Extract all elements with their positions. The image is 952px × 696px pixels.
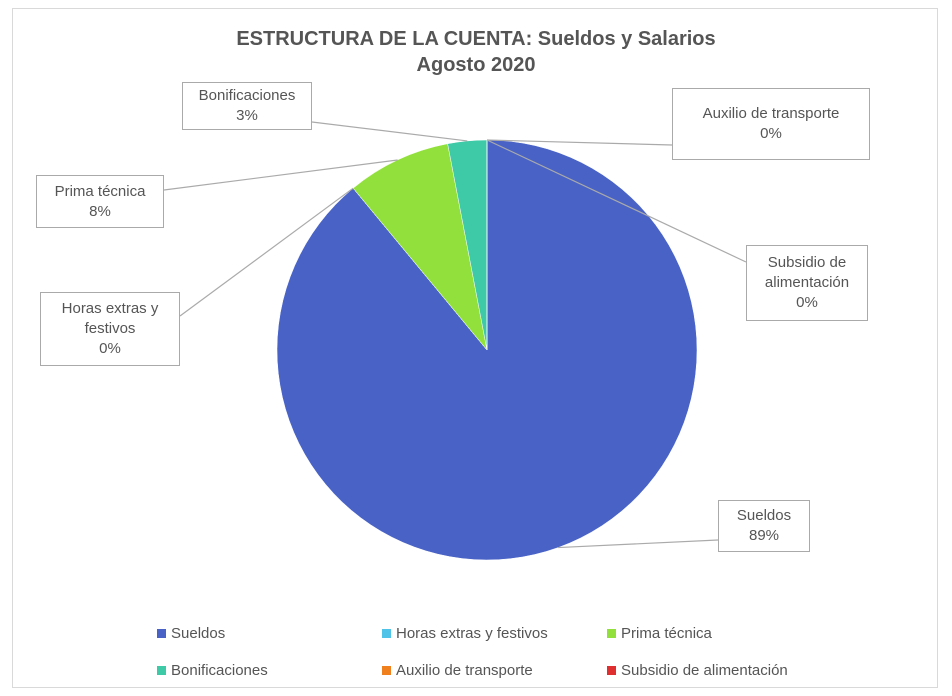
data-label: Horas extras y festivos 0% [40,292,180,366]
label-category: Subsidio de alimentación [764,254,850,291]
label-category: Horas extras y festivos [61,300,159,337]
data-label: Auxilio de transporte 0% [672,88,870,160]
label-category: Auxilio de transporte [702,105,840,122]
legend-swatch [607,629,616,638]
leader-line [486,139,747,263]
legend-swatch [382,629,391,638]
leader-line [179,187,354,317]
label-value: 3% [236,107,258,124]
legend-swatch [157,666,166,675]
legend-item: Sueldos [157,625,225,642]
legend-swatch [607,666,616,675]
legend-item: Bonificaciones [157,662,268,679]
legend-label: Subsidio de alimentación [621,662,788,679]
legend-item: Prima técnica [607,625,712,642]
leader-line [311,121,468,142]
label-value: 0% [760,125,782,142]
label-category: Prima técnica [54,182,146,200]
data-label: Subsidio de alimentación 0% [746,245,868,321]
legend-item: Subsidio de alimentación [607,662,788,679]
chart-frame [12,8,938,688]
leader-line [486,139,673,146]
label-category: Sueldos [736,507,792,524]
data-label: Sueldos 89% [718,500,810,552]
label-value: 8% [89,202,111,220]
legend-item: Auxilio de transporte [382,662,533,679]
label-value: 0% [796,294,818,311]
legend-swatch [382,666,391,675]
legend-label: Horas extras y festivos [396,625,548,642]
legend-label: Sueldos [171,625,226,642]
legend-swatch [157,629,166,638]
chart-subtitle: Agosto 2020 [416,54,536,76]
chart-title: ESTRUCTURA DE LA CUENTA: Sueldos y Salar… [236,28,716,50]
label-value: 89% [748,527,780,544]
label-category: Bonificaciones [198,87,296,104]
leader-line [558,539,719,549]
label-value: 0% [99,340,121,357]
leader-line [163,159,398,191]
legend-label: Prima técnica [621,625,712,642]
legend-label: Bonificaciones [171,662,268,679]
legend-label: Auxilio de transporte [396,662,533,679]
legend-item: Horas extras y festivos [382,625,548,642]
pie-slice [352,143,488,351]
data-label: Prima técnica 8% [36,175,164,228]
data-label: Bonificaciones 3% [182,82,312,130]
